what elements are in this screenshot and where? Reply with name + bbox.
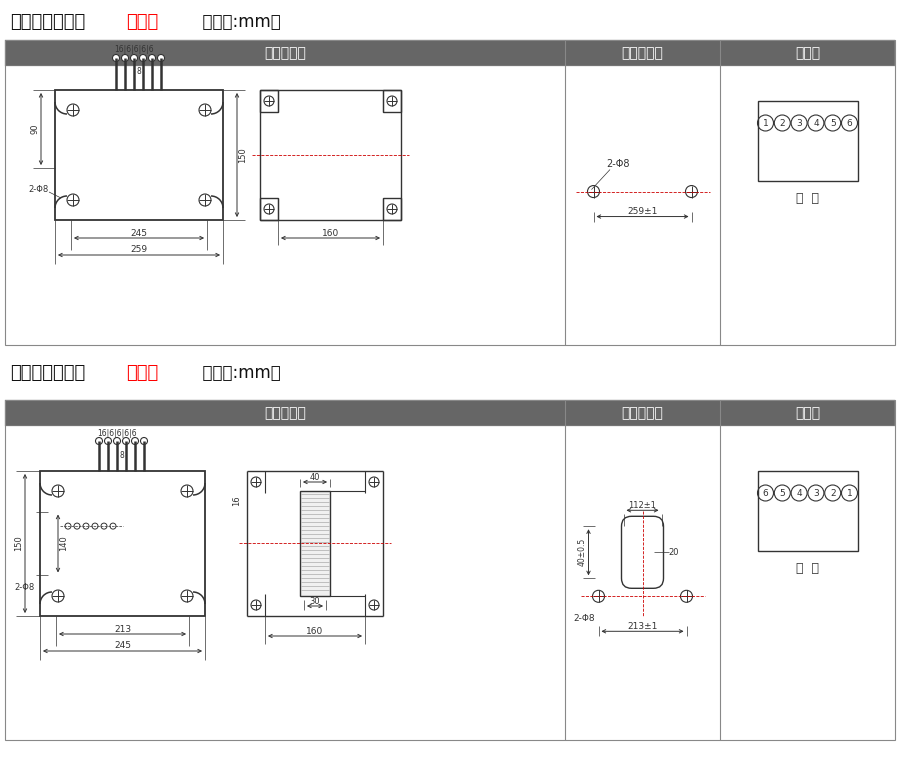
Text: 2: 2: [830, 489, 835, 498]
Text: 3: 3: [813, 489, 819, 498]
Text: 外形尺寸图: 外形尺寸图: [264, 46, 306, 60]
Text: 2-Φ8: 2-Φ8: [573, 614, 595, 622]
Circle shape: [113, 438, 121, 445]
Text: 112±1: 112±1: [628, 501, 656, 510]
Text: 前接线: 前接线: [126, 13, 158, 31]
Circle shape: [158, 55, 165, 62]
Text: 单相过流凸出式: 单相过流凸出式: [10, 13, 86, 31]
Text: 245: 245: [114, 641, 131, 651]
Circle shape: [131, 438, 139, 445]
Text: 20: 20: [668, 548, 679, 557]
Bar: [5, 40, 895, 345]
Text: 2: 2: [779, 119, 785, 128]
Text: 40: 40: [310, 473, 320, 482]
Text: 安装开孔图: 安装开孔图: [622, 406, 663, 420]
Text: 140: 140: [59, 536, 68, 551]
Text: 1: 1: [847, 489, 852, 498]
Text: 16|6|6|6|6: 16|6|6|6|6: [114, 46, 154, 55]
Text: （单位:mm）: （单位:mm）: [192, 364, 281, 382]
Text: 30: 30: [310, 597, 320, 606]
Text: 端子图: 端子图: [795, 46, 820, 60]
Text: 4: 4: [813, 119, 819, 128]
Bar: [40, 471, 205, 616]
Circle shape: [122, 55, 129, 62]
Circle shape: [130, 55, 138, 62]
Text: 245: 245: [130, 229, 148, 237]
Circle shape: [148, 55, 156, 62]
Bar: [260, 198, 278, 220]
Text: 5: 5: [830, 119, 835, 128]
Text: 16|6|6|6|6: 16|6|6|6|6: [97, 429, 137, 438]
Bar: [260, 90, 278, 112]
Text: 3: 3: [796, 119, 802, 128]
Text: 安装开孔图: 安装开孔图: [622, 46, 663, 60]
Text: 2-Φ8: 2-Φ8: [29, 185, 49, 195]
Text: 背  视: 背 视: [796, 562, 819, 575]
Text: 后接线: 后接线: [126, 364, 158, 382]
Text: 259: 259: [130, 245, 148, 255]
Bar: [758, 471, 858, 551]
Circle shape: [140, 55, 147, 62]
Text: 前  视: 前 视: [796, 192, 819, 205]
Text: 2-Φ8: 2-Φ8: [14, 584, 35, 593]
Text: 160: 160: [322, 229, 339, 237]
Bar: [55, 90, 223, 220]
Text: （单位:mm）: （单位:mm）: [192, 13, 281, 31]
Text: 1: 1: [762, 119, 769, 128]
Text: 8: 8: [136, 68, 141, 77]
Text: 端子图: 端子图: [795, 406, 820, 420]
Text: 213: 213: [114, 625, 131, 634]
Text: 40±0.5: 40±0.5: [578, 538, 587, 566]
Circle shape: [122, 438, 130, 445]
Text: 150: 150: [14, 536, 23, 551]
Text: 外形尺寸图: 外形尺寸图: [264, 406, 306, 420]
Text: 6: 6: [762, 489, 769, 498]
Text: 16: 16: [232, 496, 241, 506]
Text: 6: 6: [847, 119, 852, 128]
Text: 160: 160: [306, 626, 324, 635]
Text: 259±1: 259±1: [627, 207, 658, 216]
Bar: [758, 101, 858, 181]
Bar: [5, 40, 895, 66]
Circle shape: [104, 438, 112, 445]
Text: 5: 5: [779, 489, 785, 498]
Circle shape: [95, 438, 103, 445]
Text: 90: 90: [31, 124, 40, 135]
Text: 150: 150: [238, 147, 248, 163]
Text: 单相过流凸出式: 单相过流凸出式: [10, 364, 86, 382]
Bar: [5, 400, 895, 740]
Bar: [383, 90, 401, 112]
Text: 2-Φ8: 2-Φ8: [607, 159, 630, 169]
Text: 4: 4: [796, 489, 802, 498]
Circle shape: [112, 55, 120, 62]
Circle shape: [140, 438, 148, 445]
Bar: [383, 198, 401, 220]
Text: 213±1: 213±1: [627, 622, 658, 631]
Bar: [5, 400, 895, 426]
Bar: [300, 491, 330, 596]
Text: 8: 8: [119, 451, 124, 461]
